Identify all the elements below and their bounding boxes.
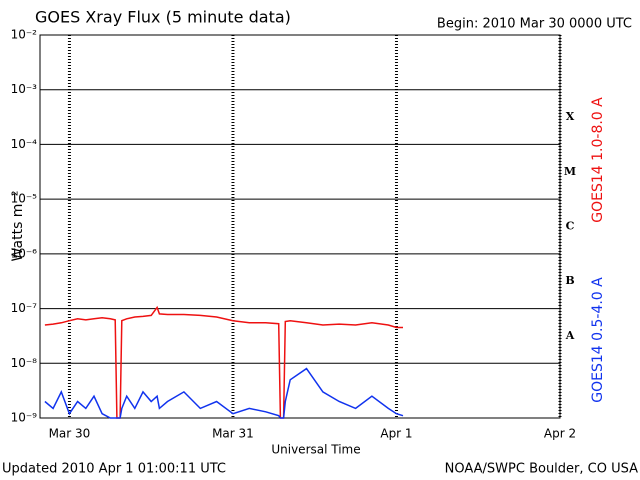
series-line — [44, 305, 403, 419]
series-line — [44, 367, 404, 419]
flare-class: A — [565, 329, 575, 342]
footer-right: NOAA/SWPC Boulder, CO USA — [445, 462, 638, 477]
y-tick-label: 10⁻⁴ — [11, 137, 38, 151]
x-axis-label: Universal Time — [271, 443, 360, 457]
flare-class: X — [566, 110, 575, 123]
y-tick-label: 10⁻³ — [11, 82, 38, 96]
y-tick-label: 10⁻⁸ — [11, 356, 38, 370]
x-tick-label: Mar 30 — [49, 427, 91, 441]
y-tick-label: 10⁻⁹ — [11, 411, 38, 425]
legend-entry: GOES14 0.5-4.0 A — [590, 277, 606, 403]
footer-left: Updated 2010 Apr 1 01:00:11 UTC — [2, 462, 226, 477]
y-tick-label: 10⁻⁷ — [11, 301, 38, 315]
y-axis-label: Watts m⁻² — [10, 191, 26, 262]
flare-class: M — [564, 165, 576, 178]
plot-frame — [39, 34, 561, 419]
legend-entry: GOES14 1.0-8.0 A — [590, 97, 606, 223]
x-tick-label: Apr 1 — [380, 427, 412, 441]
chart-title: GOES Xray Flux (5 minute data) — [35, 8, 291, 27]
chart-subtitle: Begin: 2010 Mar 30 0000 UTC — [437, 17, 632, 32]
flare-class: B — [565, 274, 574, 287]
x-tick-label: Apr 2 — [544, 427, 576, 441]
x-tick-label: Mar 31 — [212, 427, 254, 441]
y-tick-label: 10⁻⁶ — [11, 246, 38, 260]
flare-class: C — [566, 220, 575, 233]
y-tick-label: 10⁻⁵ — [11, 192, 38, 206]
y-tick-label: 10⁻² — [11, 28, 38, 42]
